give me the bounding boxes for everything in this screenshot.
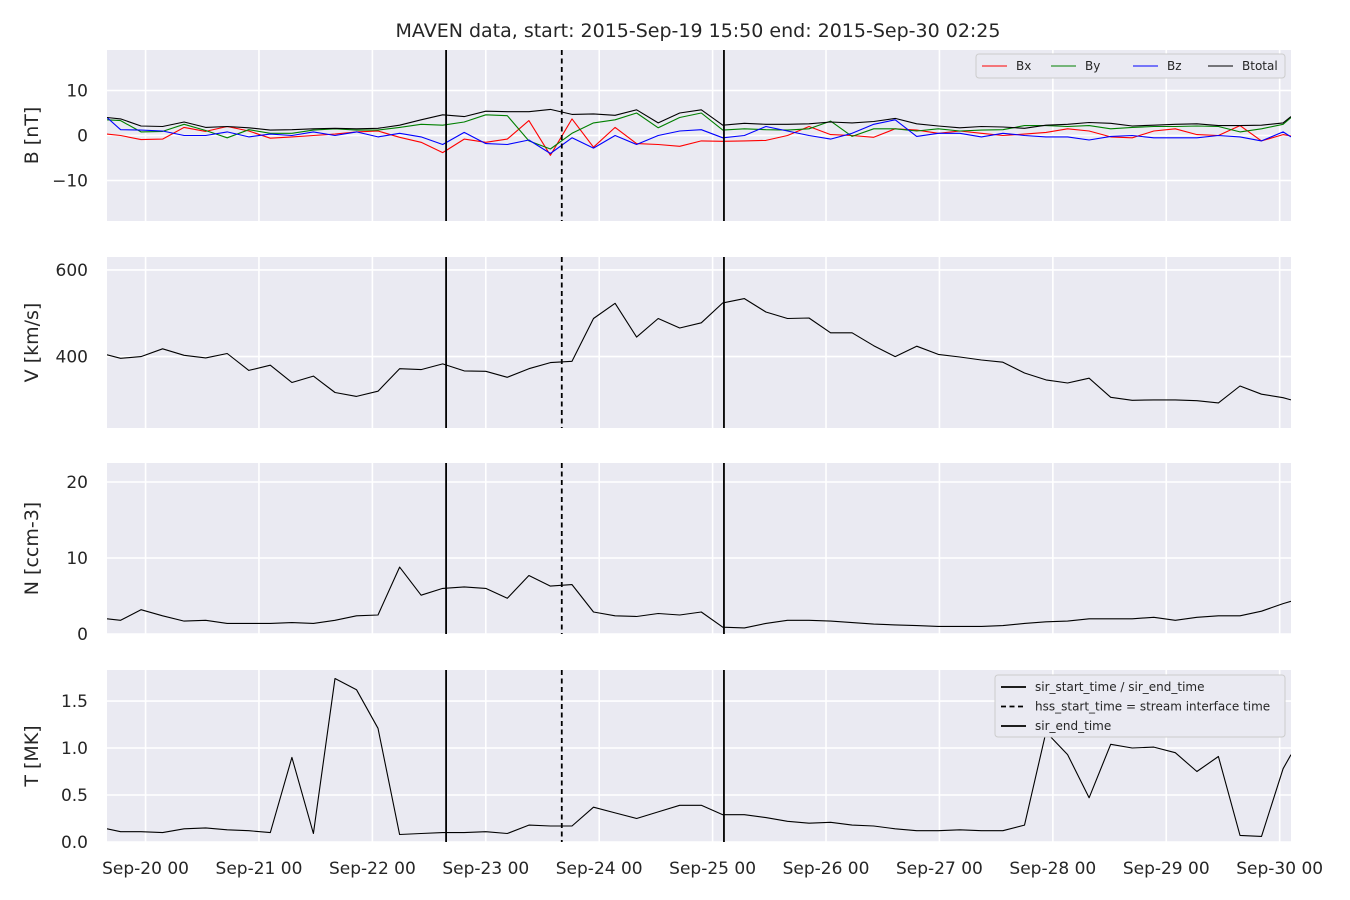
legend-label-by: By [1085, 59, 1100, 73]
y-axis-label: T [MK] [21, 725, 43, 787]
x-tick-label: Sep-28 00 [1009, 859, 1096, 879]
panels-group: −10 0 10 B [nT] 400 600 V [km/s] 0 10 20 N [ccm-3]… [21, 50, 1291, 853]
legend-t: sir_start_time / sir_end_time hss_start_t… [994, 674, 1286, 738]
x-tick-label: Sep-26 00 [783, 859, 870, 879]
series-line-bx [107, 118, 1291, 156]
y-tick-label: 1.5 [61, 692, 88, 712]
legend-frame [975, 53, 1286, 79]
series-group [107, 108, 1291, 156]
y-tick-label: 400 [56, 348, 88, 368]
series-line-v [107, 298, 1291, 404]
series-line-t [107, 677, 1291, 837]
x-tick-label: Sep-24 00 [556, 859, 643, 879]
legend-label-bx: Bx [1016, 59, 1031, 73]
series-group [107, 566, 1291, 629]
y-tick-label: 0.0 [61, 833, 88, 853]
x-tick-label: Sep-27 00 [896, 859, 983, 879]
y-tick-label: 0 [77, 625, 88, 645]
x-tick-label: Sep-23 00 [442, 859, 529, 879]
panel-N: 0 10 20 N [ccm-3] [21, 463, 1291, 645]
legend-frame [994, 674, 1286, 738]
plot-background [107, 257, 1291, 428]
series-line-bz [107, 117, 1291, 155]
plot-background [107, 463, 1291, 634]
x-axis: Sep-20 00 Sep-21 00 Sep-22 00 Sep-23 00 Sep-… [102, 859, 1323, 879]
x-tick-label: Sep-30 00 [1236, 859, 1323, 879]
panel-V: 400 600 V [km/s] [21, 257, 1291, 428]
x-tick-label: Sep-22 00 [329, 859, 416, 879]
series-line-n [107, 566, 1291, 629]
legend-label-bz: Bz [1167, 59, 1182, 73]
figure-title: MAVEN data, start: 2015-Sep-19 15:50 end… [396, 20, 1001, 42]
y-tick-label: 10 [66, 82, 88, 102]
series-group [107, 677, 1291, 837]
legend-label-btotal: Btotal [1242, 59, 1278, 73]
x-tick-label: Sep-25 00 [669, 859, 756, 879]
series-group [107, 298, 1291, 404]
legend-b: Bx By Bz Btotal [975, 53, 1286, 79]
x-tick-label: Sep-21 00 [216, 859, 303, 879]
y-axis-label: N [ccm-3] [21, 502, 43, 595]
y-tick-label: 0.5 [61, 786, 88, 806]
y-axis-label: V [km/s] [21, 303, 43, 383]
legend-label-1: sir_start_time / sir_end_time [1035, 680, 1205, 694]
series-line-by [107, 112, 1291, 150]
series-line-btotal [107, 108, 1291, 131]
y-tick-label: 10 [66, 549, 88, 569]
y-tick-label: −10 [52, 172, 88, 192]
legend-label-3: sir_end_time [1035, 719, 1111, 733]
y-tick-label: 600 [56, 261, 88, 281]
y-tick-label: 1.0 [61, 739, 88, 759]
y-tick-label: 20 [66, 473, 88, 493]
y-tick-label: 0 [77, 127, 88, 147]
x-tick-label: Sep-20 00 [102, 859, 189, 879]
legend-label-2: hss_start_time = stream interface time [1035, 700, 1270, 714]
y-axis-label: B [nT] [21, 107, 43, 165]
x-tick-label: Sep-29 00 [1123, 859, 1210, 879]
